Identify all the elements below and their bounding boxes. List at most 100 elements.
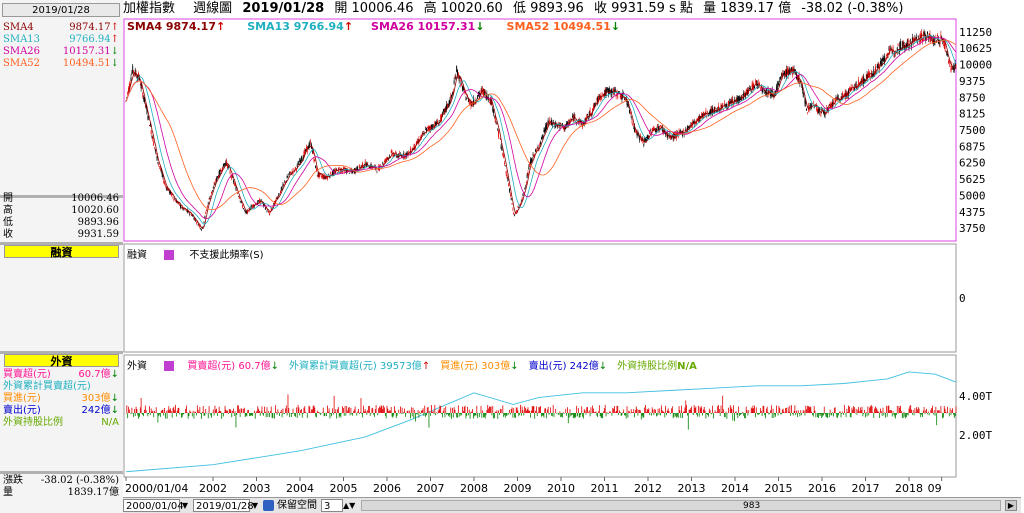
change-label: 漲跌 [3, 475, 23, 486]
foreign-row: 賣出(元) 242億↓ [3, 405, 119, 417]
foreign-row: 買進(元) 303億↓ [3, 393, 119, 405]
price-y-tick: 11250 [959, 26, 992, 39]
margin-frame [123, 243, 957, 353]
divider [0, 471, 123, 474]
sma-line-sma13 [125, 35, 957, 225]
sma-line-sma26 [125, 37, 957, 219]
sma-header-item: SMA13 9766.94↑ [247, 20, 353, 33]
legend-number: 9874.17 [69, 22, 111, 33]
ohlc-label: 低 [3, 217, 13, 228]
legend-row: SMA4 9874.17↑ [3, 22, 119, 34]
foreign-row-label: 買賣超(元) [3, 369, 51, 380]
foreign-row-number: 303億 [81, 393, 111, 404]
foreign-header-label: 外資累計買賣超(元) 39573億 [289, 361, 422, 372]
ohlc-label: 開 [3, 193, 13, 204]
margin-panel-header[interactable]: 融資 [4, 245, 119, 259]
price-panel: 11250 10625 10000 9375 8750 8125 7500 6875 6250 5… [123, 18, 992, 242]
trend-arrow-icon: ↑ [343, 20, 354, 33]
dropdown-arrow-icon[interactable]: ▼ [251, 501, 259, 510]
trend-arrow-icon: ↑ [110, 22, 119, 33]
chart-title-bar: 加權指數 週線圖 2019/01/28 開 10006.46 高 10020.6… [123, 0, 1021, 18]
legend-name: SMA26 [3, 46, 41, 57]
x-tick-label: 2015 [765, 482, 793, 495]
x-tick-label: 2006 [373, 482, 401, 495]
ohlc-label: 高 [3, 205, 13, 216]
foreign-net-bars [125, 394, 957, 430]
foreign-panel-title: 外資 買賣超(元) 60.7億↓ 外資累計買賣超(元) 39573億↑ 買進(元) … [127, 357, 707, 372]
legend-value: 10157.31↓ [63, 46, 119, 58]
start-date-field[interactable]: 2000/01/04 [123, 499, 184, 512]
trend-arrow-icon: ↓ [110, 58, 119, 69]
calendar-icon[interactable] [263, 500, 274, 511]
ohlc-value: 9893.96 [77, 217, 119, 228]
x-tick-label: 2008 [460, 482, 488, 495]
trend-arrow-icon: ↓ [598, 361, 608, 372]
foreign-header-label: 買進(元) 303億 [440, 361, 511, 372]
x-tick-label: 2000/01/04 [125, 482, 188, 495]
grid-icon[interactable] [164, 250, 175, 260]
price-y-tick: 5625 [959, 173, 986, 186]
ohlc-value: 9931.59 [77, 229, 119, 240]
price-y-tick: 9375 [959, 75, 986, 88]
foreign-row-number: 242億 [81, 405, 111, 416]
x-tick-label: 2004 [286, 482, 314, 495]
ohlc-value: 10020.60 [71, 205, 119, 216]
dropdown-arrow-icon[interactable]: ▼ [181, 501, 189, 510]
legend-row: SMA13 9766.94↑ [3, 34, 119, 46]
margin-label: 融資 [127, 250, 147, 261]
foreign-row-number: N/A [101, 417, 119, 428]
foreign-panel: 4.00T 2.00T [123, 354, 992, 478]
trend-arrow-icon: ↑ [215, 20, 226, 33]
trend-arrow-icon: ↓ [110, 369, 119, 380]
foreign-header-label: 外資持股比例 [617, 361, 678, 372]
bar-count: 983 [743, 501, 761, 511]
foreign-row-value: 242億↓ [82, 405, 119, 417]
legend-number: 10494.51 [62, 58, 111, 69]
trend-arrow-icon: ↑ [421, 361, 431, 372]
ohlc-row: 低 9893.96 [3, 217, 119, 229]
foreign-panel-header[interactable]: 外資 [4, 354, 119, 368]
foreign-header-item: 買賣超(元) 60.7億↓ [187, 361, 279, 372]
volume-value: 1839.17億 [67, 487, 119, 498]
legend-value: 9766.94↑ [69, 34, 119, 46]
foreign-header-value: N/A [677, 361, 697, 372]
end-date-field[interactable]: 2019/01/28 [193, 499, 254, 512]
foreign-header-item: 賣出(元) 242億↓ [529, 361, 607, 372]
spinner-icon[interactable]: ▲▼ [343, 501, 356, 510]
price-y-tick: 7500 [959, 124, 986, 137]
grid-icon[interactable] [164, 361, 175, 371]
keep-space-input[interactable]: 3 [321, 499, 343, 512]
x-tick-label: 2013 [678, 482, 706, 495]
trend-arrow-icon: ↓ [475, 20, 485, 33]
ohlc-row: 高 10020.60 [3, 205, 119, 217]
x-axis: 2000/01/04 2002 2003 2004 2005 2006 2007 2008 20… [125, 477, 943, 495]
keep-space-label: 保留空間 [277, 500, 317, 511]
foreign-y-tick: 4.00T [959, 390, 992, 403]
title-change: -38.02 (-0.38%) [801, 1, 904, 16]
ohlc-row: 收 9931.59 [3, 229, 119, 241]
margin-panel: 0 [123, 243, 966, 353]
sma-header-label: SMA26 10157.31 [371, 20, 476, 33]
bottom-toolbar: 2000/01/04 ▼ 2019/01/28 ▼ 保留空間 3 ▲▼ 983 … [123, 497, 1021, 513]
sma-header-item: SMA52 10494.51↓ [507, 20, 621, 33]
scroll-right-icon[interactable]: ▶ [1005, 500, 1017, 511]
foreign-header-item: 外資累計買賣超(元) 39573億↑ [289, 361, 430, 372]
legend-name: SMA13 [3, 34, 41, 45]
scrollbar-track[interactable] [361, 500, 1001, 511]
period-label[interactable]: 週線圖 [193, 1, 233, 16]
legend-name: SMA52 [3, 58, 41, 69]
trend-arrow-icon: ↓ [110, 405, 119, 416]
foreign-header-label: 賣出(元) 242億 [528, 361, 599, 372]
price-y-tick: 5000 [959, 189, 986, 202]
foreign-row-label: 賣出(元) [3, 405, 41, 416]
chart-area[interactable]: 11250 10625 10000 9375 8750 8125 7500 6875 6250 5… [123, 18, 1021, 497]
title-high: 高 10020.60 [423, 1, 503, 16]
x-tick-label: 2017 [852, 482, 880, 495]
sma-header-item: SMA4 9874.17↑ [127, 20, 225, 33]
price-y-tick: 6875 [959, 140, 986, 153]
sma-header-label: SMA13 9766.94 [247, 20, 344, 33]
foreign-row: 買賣超(元) 60.7億↓ [3, 369, 119, 381]
foreign-label: 外資 [127, 361, 147, 372]
price-y-tick: 6250 [959, 157, 986, 170]
title-date: 2019/01/28 [242, 1, 325, 16]
